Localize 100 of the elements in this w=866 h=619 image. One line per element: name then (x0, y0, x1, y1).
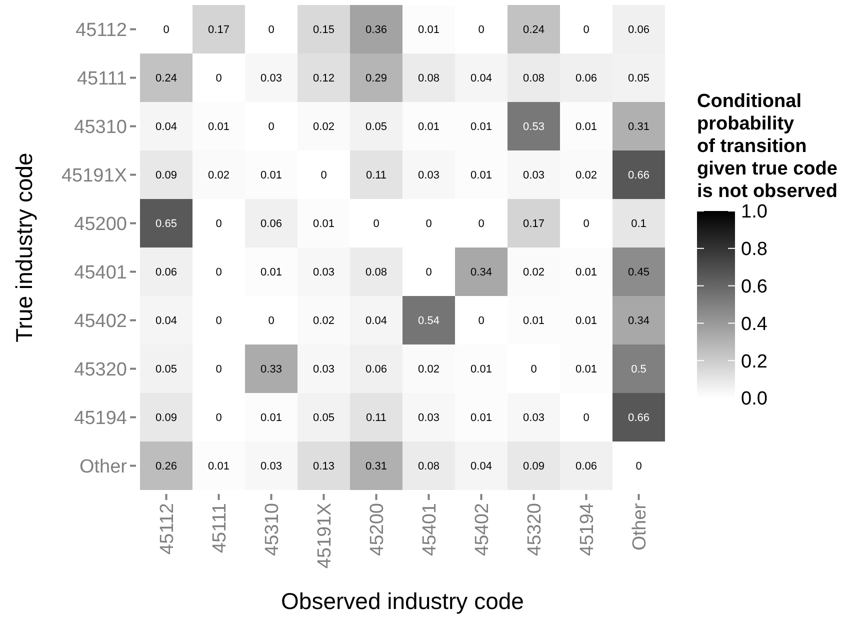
data-label: 0 (478, 24, 484, 36)
data-label: 0.01 (576, 315, 597, 328)
data-label: 0.03 (523, 412, 544, 424)
data-label: 0.01 (418, 24, 440, 36)
x-axis-title: Observed industry code (281, 588, 524, 614)
data-label: 0.53 (523, 121, 544, 134)
y-tick-label: 45310 (74, 116, 127, 138)
data-label: 0.02 (313, 315, 334, 328)
data-label: 0.66 (628, 170, 650, 182)
data-label: 0 (583, 412, 590, 424)
y-tick-label: 45194 (74, 408, 128, 429)
data-label: 0.02 (418, 364, 440, 376)
color-bar-label: 1.0 (741, 202, 768, 223)
data-label: 0.06 (260, 218, 282, 230)
data-label: 0.09 (156, 412, 177, 424)
data-label: 0.04 (156, 121, 177, 134)
y-tick-label: Other (79, 456, 128, 478)
y-tick-label: 45402 (74, 310, 127, 332)
data-label: 0.36 (366, 24, 387, 36)
data-label: 0.03 (418, 412, 440, 424)
x-tick-label: 45111 (209, 503, 230, 554)
data-label: 0.15 (313, 24, 334, 36)
y-tick-label: 45200 (74, 214, 127, 235)
data-label: 0.12 (313, 72, 334, 85)
data-label: 0.06 (628, 24, 650, 36)
color-bar-label: 0.0 (741, 388, 768, 410)
data-label: 0.06 (156, 266, 177, 279)
data-label: 0.06 (576, 72, 597, 85)
data-label: 0 (373, 218, 380, 230)
data-label: 0.09 (523, 460, 544, 473)
data-label: 0.65 (156, 218, 177, 230)
color-bar-label: 0.8 (741, 239, 768, 260)
color-bar-label: 0.6 (741, 276, 768, 298)
data-label: 0.01 (260, 170, 282, 182)
data-label: 0.01 (260, 412, 282, 424)
data-label: 0.5 (631, 364, 646, 376)
data-label: 0 (583, 24, 590, 36)
data-label: 0.17 (208, 24, 230, 36)
y-tick-label: 45191X (61, 165, 128, 186)
y-tick-label: 45112 (76, 20, 127, 41)
data-label: 0 (478, 218, 484, 230)
data-label: 0 (530, 364, 537, 376)
data-label: 0 (268, 315, 274, 328)
y-tick-label: 45320 (74, 359, 127, 380)
data-label: 0.05 (313, 412, 334, 424)
data-label: 0.03 (260, 460, 282, 473)
data-label: 0 (636, 460, 642, 473)
data-label: 0 (216, 72, 222, 85)
data-label: 0.01 (576, 121, 597, 134)
x-tick-label: Other (629, 502, 650, 551)
data-label: 0.06 (366, 364, 387, 376)
y-tick-label: 45401 (74, 262, 127, 284)
data-label: 0 (268, 121, 274, 134)
data-label: 0.08 (523, 72, 544, 85)
data-label: 0 (163, 24, 170, 36)
data-label: 0 (216, 364, 222, 376)
data-label: 0.01 (470, 412, 492, 424)
data-label: 0.08 (366, 266, 387, 279)
data-label: 0.08 (418, 460, 440, 473)
data-label: 0.01 (576, 364, 597, 376)
data-label: 0.11 (366, 170, 387, 182)
x-tick-label: 45402 (472, 503, 493, 556)
data-label: 0.11 (366, 412, 387, 424)
data-label: 0.03 (523, 170, 544, 182)
data-label: 0.31 (628, 121, 650, 134)
data-label: 0.29 (366, 72, 387, 85)
data-label: 0.08 (418, 72, 440, 85)
data-label: 0.02 (208, 170, 230, 182)
data-label: 0.06 (576, 460, 597, 473)
data-label: 0 (478, 315, 484, 328)
data-label: 0 (583, 218, 590, 230)
data-label: 0.31 (366, 460, 387, 473)
data-label: 0.04 (470, 72, 492, 85)
data-label: 0 (426, 218, 432, 230)
data-label: 0.45 (628, 266, 650, 279)
data-label: 0.34 (628, 315, 650, 328)
data-label: 0.17 (523, 218, 544, 230)
data-label: 0.66 (628, 412, 650, 424)
x-tick-label: 45320 (524, 503, 546, 556)
data-label: 0.01 (260, 266, 282, 279)
data-label: 0.05 (366, 121, 387, 134)
data-label: 0 (216, 266, 222, 279)
data-label: 0.04 (156, 315, 177, 328)
data-label: 0.02 (576, 170, 597, 182)
x-tick-label: 45112 (156, 503, 178, 554)
data-label: 0.01 (313, 218, 334, 230)
x-tick-label: 45200 (366, 503, 388, 556)
y-axis-title: True industry code (11, 152, 37, 342)
data-label: 0.04 (366, 315, 387, 328)
data-label: 0.02 (313, 121, 334, 134)
data-label: 0.24 (523, 24, 544, 36)
data-label: 0.03 (418, 170, 440, 182)
color-bar-label: 0.4 (741, 314, 768, 335)
data-label: 0.01 (470, 364, 492, 376)
x-tick-label: 45191X (314, 502, 336, 569)
data-label: 0.01 (470, 121, 492, 134)
data-label: 0.01 (418, 121, 440, 134)
legend-title: Conditional probability of transition given true code is not observed (697, 91, 838, 202)
data-label: 0.01 (208, 460, 230, 473)
y-tick-label: 45111 (76, 68, 127, 90)
